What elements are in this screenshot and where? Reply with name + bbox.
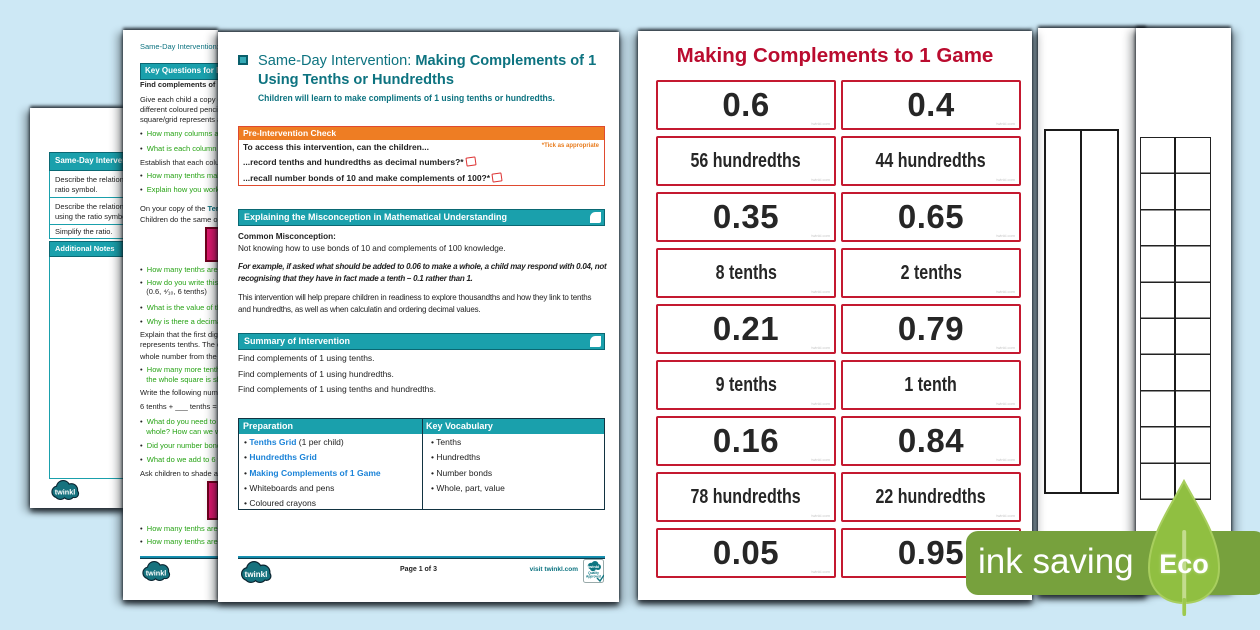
svg-text:twinkl: twinkl [245,570,268,579]
svg-text:Quality: Quality [588,571,599,575]
svg-text:Approved: Approved [586,575,601,579]
svg-text:twinkl: twinkl [588,564,599,569]
svg-text:Eco: Eco [1159,549,1209,579]
svg-text:twinkl: twinkl [146,569,167,578]
svg-text:twinkl: twinkl [55,488,76,497]
